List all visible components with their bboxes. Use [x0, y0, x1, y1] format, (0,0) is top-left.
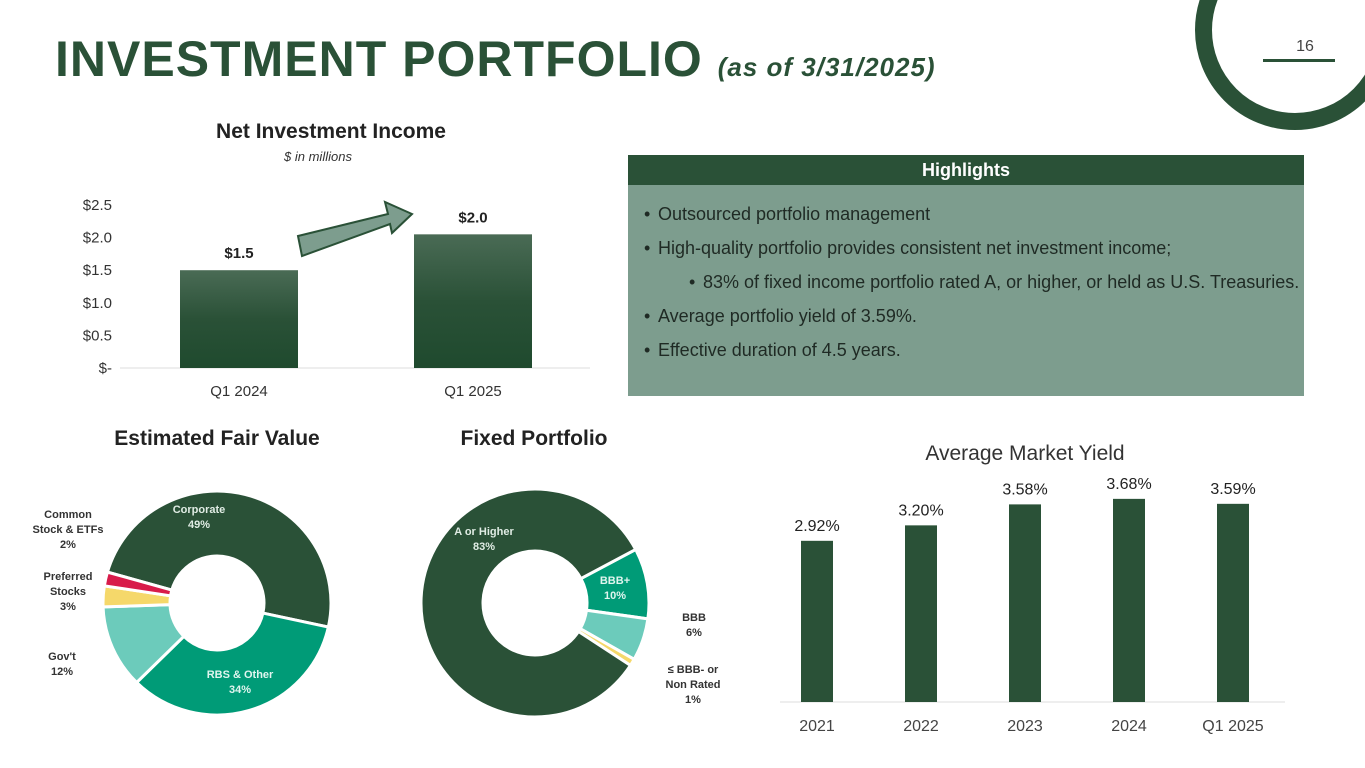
page-subtitle: (as of 3/31/2025)	[717, 52, 936, 82]
pie-slice	[102, 570, 174, 598]
y-tick-label: $0.5	[83, 327, 112, 344]
highlights-title: Highlights	[628, 155, 1304, 185]
pie-slice	[134, 611, 331, 717]
y-tick-label: $-	[99, 360, 112, 377]
slice-label: Stock & ETFs	[33, 524, 104, 536]
slice-label: A or Higher	[454, 526, 514, 538]
y-tick-label: $2.0	[83, 230, 112, 247]
slice-label: Preferred	[44, 571, 93, 583]
slice-label: Gov't	[48, 651, 76, 663]
x-tick-label: 2021	[799, 718, 835, 735]
highlight-item: Outsourced portfolio management	[644, 203, 1304, 226]
bar	[414, 234, 532, 368]
data-label: 3.68%	[1106, 476, 1151, 493]
x-tick-label: 2022	[903, 718, 939, 735]
data-label: $1.5	[224, 245, 253, 262]
slice-label: Common	[44, 509, 92, 521]
slice-percent: 49%	[188, 519, 210, 531]
y-tick-label: $1.5	[83, 262, 112, 279]
slice-label: ≤ BBB- or	[668, 664, 719, 676]
highlight-item: Average portfolio yield of 3.59%.	[644, 305, 1304, 328]
slice-label: Stocks	[50, 586, 86, 598]
slice-percent: 34%	[229, 684, 251, 696]
page-title: INVESTMENT PORTFOLIO (as of 3/31/2025)	[55, 31, 936, 87]
highlights-panel: Highlights Outsourced portfolio manageme…	[628, 155, 1304, 396]
trend-arrow-icon	[296, 200, 414, 258]
slice-label: BBB+	[600, 575, 630, 587]
y-tick-label: $2.5	[83, 197, 112, 214]
slice-percent: 3%	[60, 601, 76, 613]
highlights-list: Outsourced portfolio management High-qual…	[628, 185, 1304, 362]
chart-title: Fixed Portfolio	[461, 427, 608, 450]
bar	[801, 540, 833, 702]
chart-title: Estimated Fair Value	[114, 427, 319, 450]
bar	[905, 525, 937, 702]
pie-slice	[419, 487, 638, 719]
highlight-item: High-quality portfolio provides consiste…	[644, 237, 1304, 260]
x-tick-label: Q1 2024	[210, 383, 268, 400]
slice-percent: 83%	[473, 541, 495, 553]
data-label: 2.92%	[794, 518, 839, 535]
slice-label: Non Rated	[666, 679, 721, 691]
bar	[1217, 503, 1249, 702]
x-tick-label: Q1 2025	[1202, 718, 1263, 735]
divider	[1263, 59, 1335, 62]
slice-percent: 2%	[60, 539, 76, 551]
chart-subtitle: $ in millions	[283, 149, 352, 164]
slice-label: Corporate	[173, 504, 226, 516]
data-label: 3.20%	[898, 502, 943, 519]
chart-title: Net Investment Income	[216, 120, 446, 143]
highlight-item: 83% of fixed income portfolio rated A, o…	[689, 271, 1304, 294]
data-label: $2.0	[458, 209, 487, 226]
slice-percent: 1%	[685, 694, 701, 706]
y-tick-label: $1.0	[83, 295, 112, 312]
bar	[1113, 498, 1145, 702]
x-tick-label: 2023	[1007, 718, 1043, 735]
page-number: 16	[1296, 38, 1314, 55]
x-tick-label: 2024	[1111, 718, 1147, 735]
data-label: 3.59%	[1210, 481, 1255, 498]
slice-label: RBS & Other	[207, 669, 274, 681]
chart-title: Average Market Yield	[925, 442, 1124, 465]
data-label: 3.58%	[1002, 481, 1047, 498]
pie-slice	[105, 489, 333, 629]
bar	[1009, 504, 1041, 702]
bar	[180, 270, 298, 368]
x-tick-label: Q1 2025	[444, 383, 502, 400]
highlight-item: Effective duration of 4.5 years.	[644, 339, 1304, 362]
slice-percent: 6%	[686, 627, 702, 639]
slice-percent: 12%	[51, 666, 73, 678]
slice-label: BBB	[682, 612, 706, 624]
slice-percent: 10%	[604, 590, 626, 602]
